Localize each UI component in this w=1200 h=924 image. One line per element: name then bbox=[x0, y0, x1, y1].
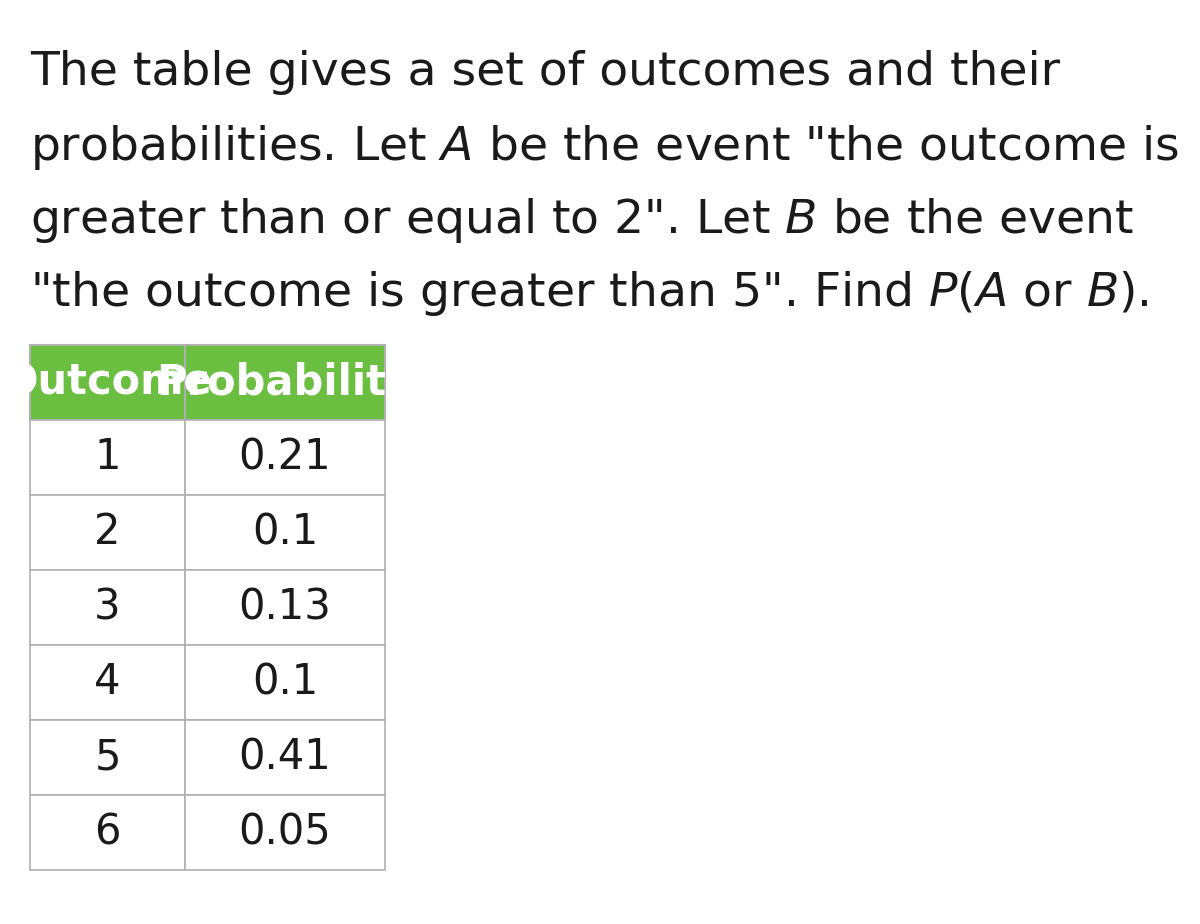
Text: 5: 5 bbox=[95, 736, 121, 779]
Text: 0.41: 0.41 bbox=[239, 736, 331, 779]
Text: Probability: Probability bbox=[156, 361, 414, 404]
Text: 4: 4 bbox=[95, 662, 121, 703]
Text: 0.1: 0.1 bbox=[252, 512, 318, 553]
Text: greater than or equal to 2". Let $B$ be the event: greater than or equal to 2". Let $B$ be … bbox=[30, 196, 1134, 245]
Text: Outcome: Outcome bbox=[2, 361, 212, 404]
Text: 1: 1 bbox=[95, 436, 121, 479]
Text: 0.21: 0.21 bbox=[239, 436, 331, 479]
Text: "the outcome is greater than 5". Find $P$($A$ or $B$).: "the outcome is greater than 5". Find $P… bbox=[30, 269, 1148, 318]
Text: 0.13: 0.13 bbox=[239, 587, 331, 628]
Text: 0.1: 0.1 bbox=[252, 662, 318, 703]
Text: 3: 3 bbox=[94, 587, 121, 628]
Text: probabilities. Let $A$ be the event "the outcome is: probabilities. Let $A$ be the event "the… bbox=[30, 123, 1178, 172]
Text: 0.05: 0.05 bbox=[239, 811, 331, 854]
Text: 2: 2 bbox=[95, 512, 121, 553]
Text: 6: 6 bbox=[95, 811, 121, 854]
Text: The table gives a set of outcomes and their: The table gives a set of outcomes and th… bbox=[30, 50, 1060, 95]
